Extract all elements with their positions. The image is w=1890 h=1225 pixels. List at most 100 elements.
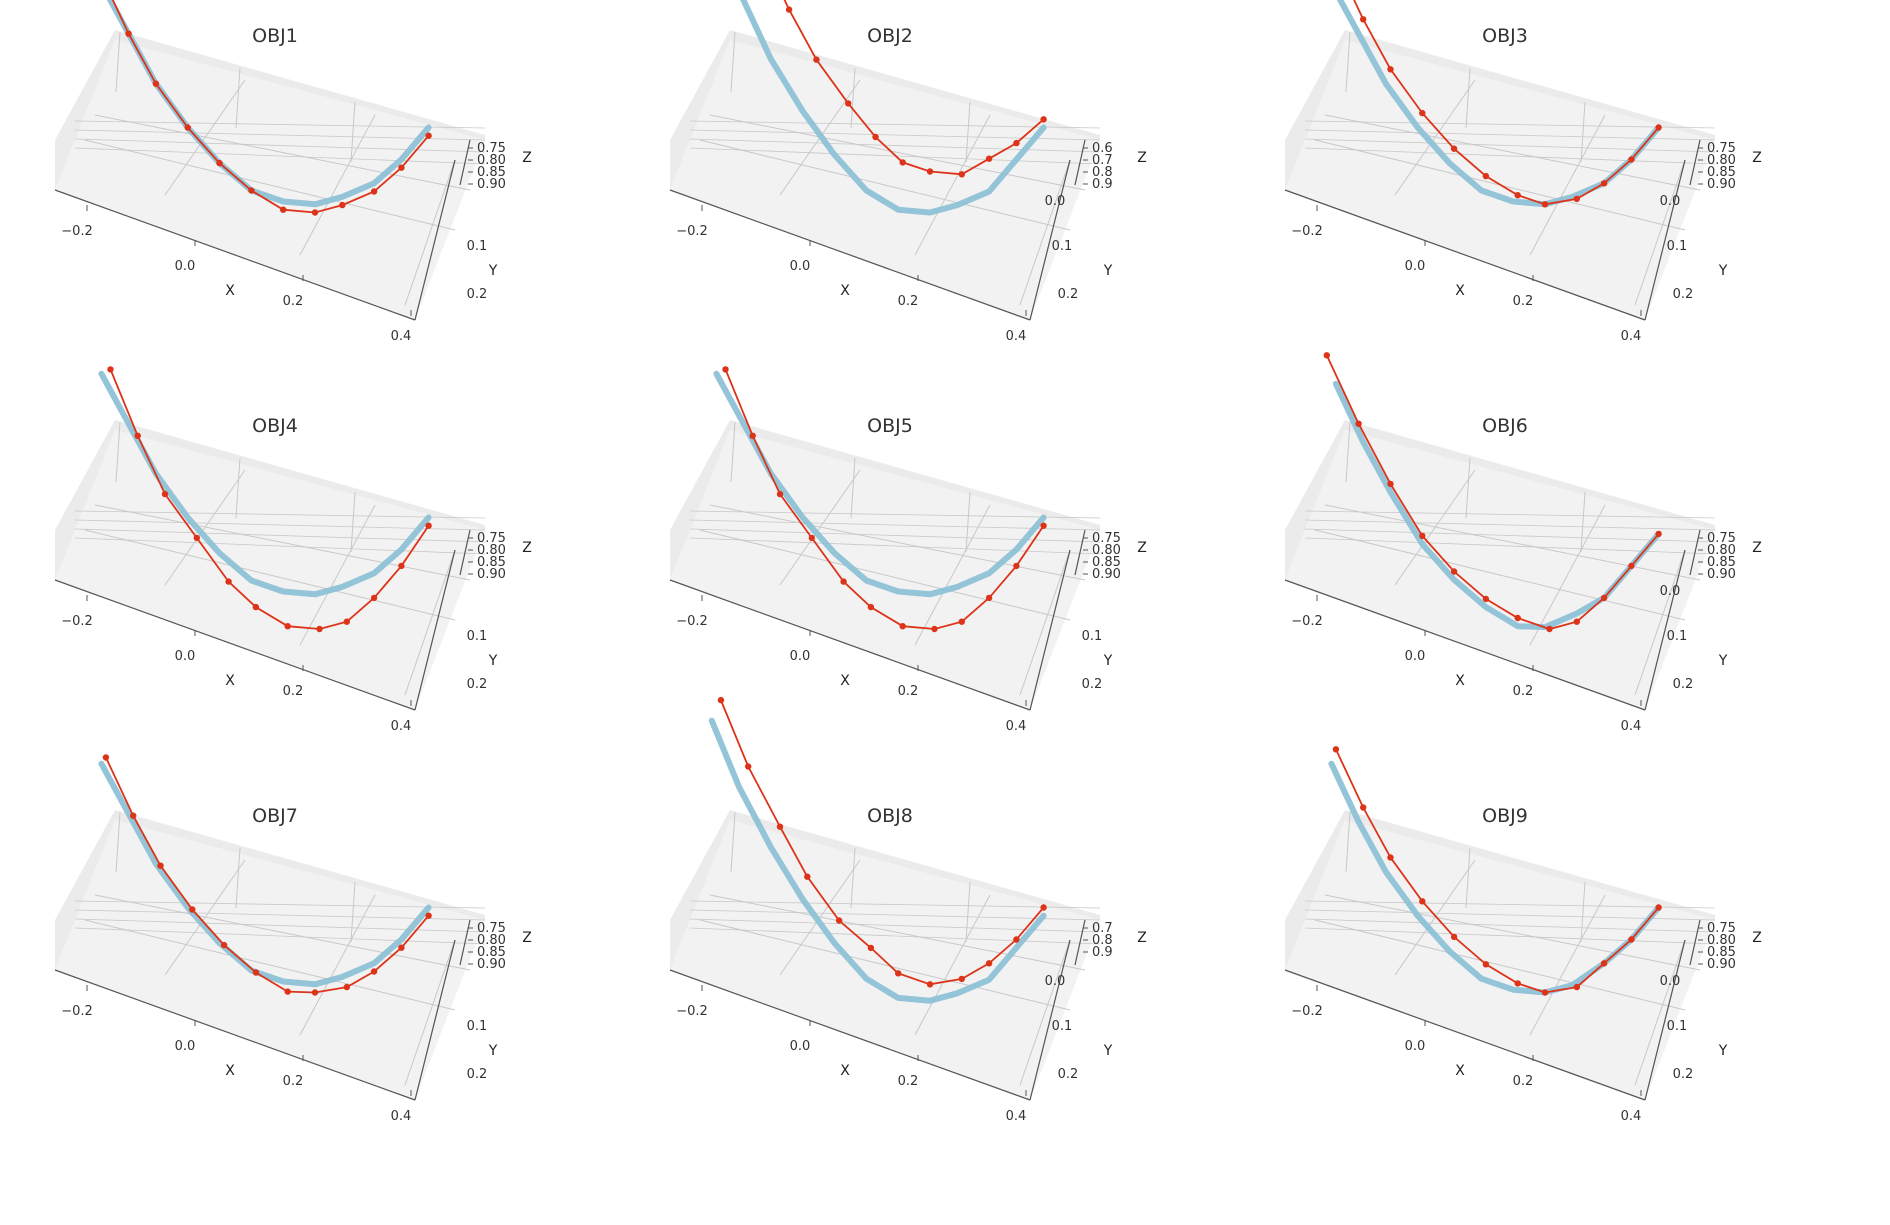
y-tick-label: 0.1 xyxy=(1667,239,1688,254)
grid-line xyxy=(299,894,376,1036)
data-point xyxy=(370,188,378,195)
y-tick-label: 0.1 xyxy=(1667,629,1688,644)
y-axis-line xyxy=(1644,939,1686,1101)
grid-line xyxy=(404,159,456,306)
data-point xyxy=(1628,156,1635,163)
x-tick-label: −0.2 xyxy=(1291,614,1323,629)
data-point xyxy=(157,862,164,869)
grid-line xyxy=(689,528,1101,543)
z-tick-label: 0.9 xyxy=(1092,945,1113,960)
axes-3d: OBJ2 −0.2 0.0 0.2 0.4 X 0.0 0.1 0.2 Y 0.60.70.80.9… xyxy=(669,0,1147,344)
z-axis-label: Z xyxy=(1137,930,1147,946)
grid-line xyxy=(914,504,991,646)
series-predicted-line xyxy=(98,760,432,988)
data-point xyxy=(107,366,114,373)
grid-line xyxy=(1634,159,1686,306)
grid-line xyxy=(1345,811,1351,873)
data-point xyxy=(895,970,902,977)
x-tick-label: 0.2 xyxy=(1513,1074,1534,1089)
x-tick-label: 0.0 xyxy=(790,649,811,664)
data-point xyxy=(1514,980,1521,987)
z-axis-label: Z xyxy=(1752,540,1762,556)
z-tick-label: 0.75 xyxy=(1092,531,1121,546)
y-axis-label: Y xyxy=(488,653,498,669)
grid-line xyxy=(1019,939,1071,1086)
grid-line xyxy=(1465,67,1471,129)
x-tick-label: 0.0 xyxy=(790,259,811,274)
grid-line xyxy=(709,894,1086,971)
grid-line xyxy=(1324,504,1701,581)
z-axis-label: Z xyxy=(1137,150,1147,166)
data-point xyxy=(343,618,350,625)
y-tick-label: 0.2 xyxy=(1082,677,1103,692)
x-tick-label: 0.4 xyxy=(1006,329,1027,344)
grid-line xyxy=(1304,528,1716,543)
x-axis-line xyxy=(54,579,416,711)
series-measured-line xyxy=(109,369,430,630)
grid-line xyxy=(115,31,121,93)
z-tick-label: 0.85 xyxy=(1092,555,1121,570)
x-tick-label: 0.0 xyxy=(1405,649,1426,664)
data-point xyxy=(776,823,784,830)
data-point xyxy=(1514,192,1521,199)
axes-3d: OBJ1−0.20.00.20.4X0.10.2Y0.750.800.850.9… xyxy=(54,0,532,344)
pane-floor xyxy=(55,430,485,710)
series-measured-line xyxy=(1335,748,1660,994)
subplot-obj4: OBJ4 −0.2 0.0 0.2 0.4 X 0.1 0.2 Y 0.75 0.80 0.85 0.9… xyxy=(15,366,630,800)
data-point xyxy=(225,578,232,585)
grid-line xyxy=(1529,894,1606,1036)
data-point xyxy=(722,366,729,373)
axes-3d: OBJ4−0.20.00.20.4X0.10.2Y0.750.800.850.9… xyxy=(54,366,532,734)
data-point xyxy=(248,187,255,194)
axes-3d: OBJ3 −0.2 0.0 0.2 0.4 X 0.0 0.1 0.2 Y 0.750.800.85… xyxy=(1284,0,1762,344)
data-point xyxy=(1419,109,1426,117)
subplot-obj5: OBJ5 −0.2 0.0 0.2 0.4 X 0.1 0.2 Y 0.75 0.80 0.85 0.9… xyxy=(630,366,1245,800)
data-point xyxy=(161,490,169,498)
pane-wall-left xyxy=(670,30,730,190)
grid-line xyxy=(965,491,971,553)
grid-line xyxy=(1634,939,1686,1086)
z-tick-label: 0.90 xyxy=(1707,567,1736,582)
pane-wall-back xyxy=(115,30,485,140)
z-tick-label: 0.80 xyxy=(1707,543,1736,558)
data-point xyxy=(785,6,793,13)
grid-line xyxy=(914,894,991,1036)
y-axis-label: Y xyxy=(488,263,498,279)
pane-wall-back xyxy=(1345,420,1715,530)
x-tick-label: 0.4 xyxy=(1621,329,1642,344)
z-tick-label: 0.80 xyxy=(477,543,506,558)
y-tick-label: 0.1 xyxy=(467,1019,488,1034)
grid-line xyxy=(1465,847,1471,909)
grid-line xyxy=(94,894,471,971)
y-axis-line xyxy=(414,159,456,321)
data-point xyxy=(1013,936,1020,943)
chart-title: OBJ4 xyxy=(252,415,298,437)
data-point xyxy=(311,209,319,216)
data-point xyxy=(1573,983,1580,991)
axes-3d: OBJ7−0.20.00.20.4X0.10.2Y0.750.800.850.9… xyxy=(54,754,532,1124)
y-tick-label: 0.1 xyxy=(1082,629,1103,644)
pane-wall-left xyxy=(55,420,115,580)
chart-title: OBJ3 xyxy=(1482,25,1528,47)
grid-line xyxy=(689,138,1101,153)
grid-line xyxy=(74,927,486,945)
plot-obj1: OBJ1−0.20.00.20.4X0.10.2Y0.750.800.850.9… xyxy=(54,0,532,344)
chart-title: OBJ9 xyxy=(1482,805,1528,827)
z-axis-label: Z xyxy=(522,540,532,556)
x-tick-label: 0.4 xyxy=(391,329,412,344)
grid-line xyxy=(74,537,486,555)
pane-wall-back xyxy=(730,810,1100,920)
series-measured-line xyxy=(111,0,430,214)
y-tick-label: 0.1 xyxy=(467,629,488,644)
z-tick-label: 0.85 xyxy=(1707,165,1736,180)
series-measured-line xyxy=(1325,354,1660,630)
data-point xyxy=(370,968,378,975)
pane-wall-back xyxy=(730,30,1100,140)
data-point xyxy=(284,988,291,995)
z-tick-label: 0.6 xyxy=(1092,141,1113,156)
pane-floor xyxy=(1285,820,1715,1100)
data-point xyxy=(425,912,432,919)
y-tick-label: 0.2 xyxy=(1673,1067,1694,1082)
x-axis-label: X xyxy=(1455,673,1465,689)
grid-line xyxy=(850,67,856,129)
